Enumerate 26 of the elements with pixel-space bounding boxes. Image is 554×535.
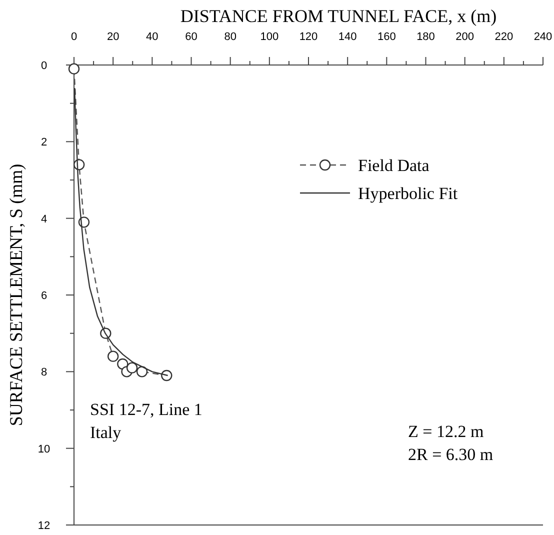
y-tick-label: 8 — [40, 366, 48, 379]
x-tick-label: 180 — [416, 31, 435, 43]
y-tick-label: 12 — [38, 520, 50, 532]
legend-label: Hyperbolic Fit — [358, 184, 458, 203]
x-tick-label: 220 — [494, 31, 514, 43]
x-tick-label: 20 — [106, 31, 120, 43]
x-tick-label: 0 — [70, 31, 78, 43]
x-tick-label: 200 — [456, 31, 474, 43]
x-tick-label: 40 — [146, 31, 158, 43]
x-tick-label: 100 — [260, 31, 279, 43]
x-tick-label: 160 — [377, 31, 396, 43]
x-tick-label: 80 — [224, 31, 236, 43]
legend-label: Field Data — [358, 156, 430, 175]
annotation: Z = 12.2 m 2R = 6.30 m — [408, 422, 494, 464]
y-tick-label: 2 — [40, 136, 48, 149]
x-axis-title: DISTANCE FROM TUNNEL FACE, x (m) — [180, 6, 497, 26]
annotation: SSI 12-7, Line 1 Italy — [90, 400, 202, 442]
y-tick-label: 6 — [40, 290, 48, 302]
x-tick-label: 60 — [185, 31, 198, 43]
x-tick-label: 120 — [299, 31, 318, 43]
y-tick-label: 4 — [40, 213, 48, 226]
y-axis-title: SURFACE SETTLEMENT, S (mm) — [6, 164, 26, 426]
x-tick-label: 140 — [338, 31, 357, 43]
x-tick-label: 240 — [534, 31, 552, 43]
y-tick-label: 0 — [40, 60, 48, 72]
y-tick-label: 10 — [38, 443, 50, 456]
